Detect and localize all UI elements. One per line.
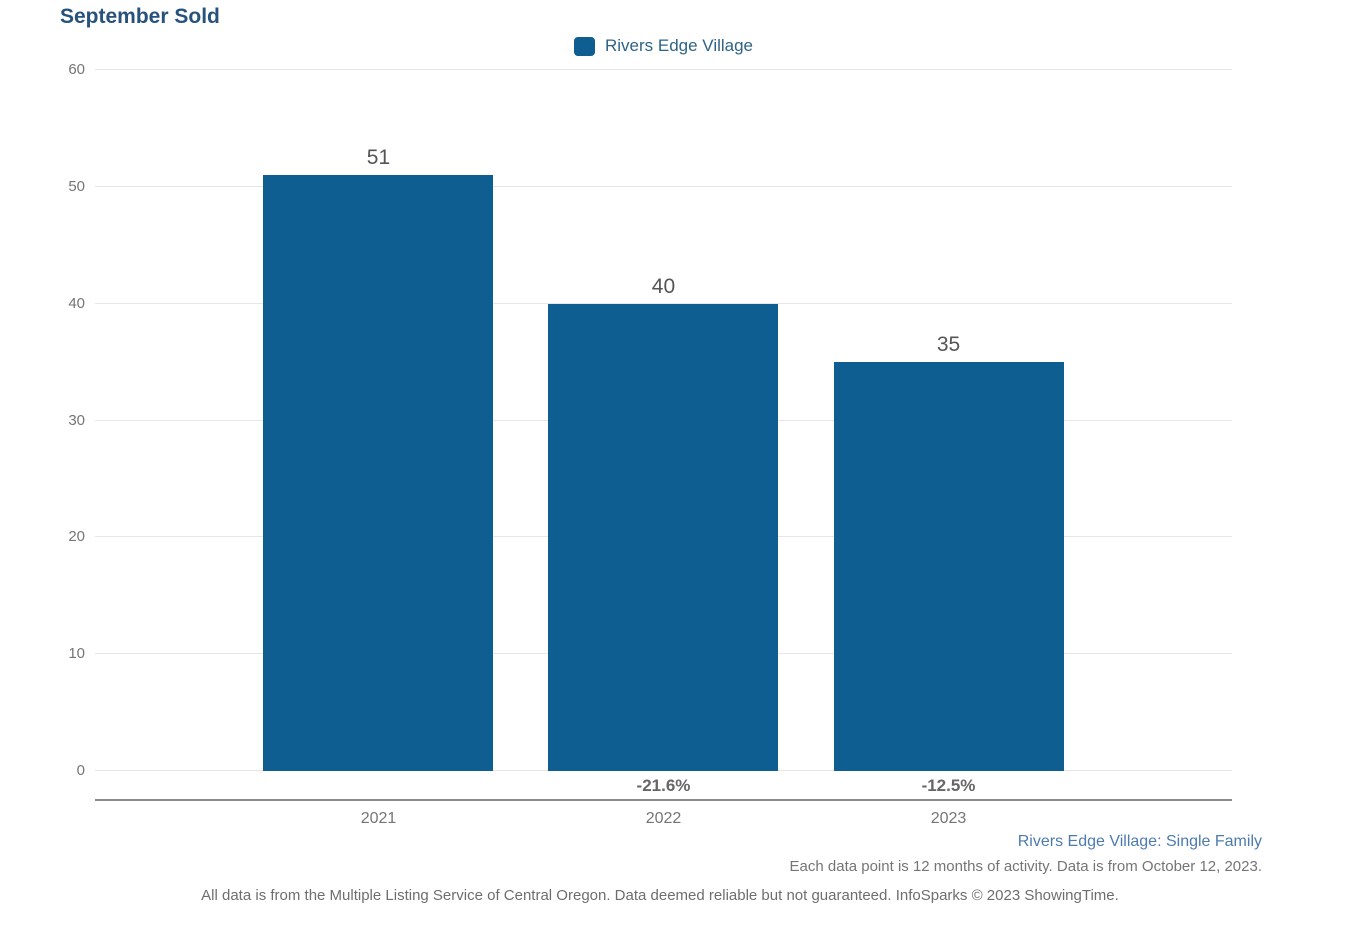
y-axis-tick-label: 30	[68, 411, 85, 429]
y-axis-tick-label: 60	[68, 61, 85, 78]
plot-area: 51 40 35	[95, 69, 1232, 771]
disclaimer: All data is from the Multiple Listing Se…	[201, 887, 1119, 904]
bar-value-label: 35	[936, 333, 961, 357]
x-axis-tick-label: 2022	[645, 810, 682, 827]
bar-value-label: 40	[651, 274, 676, 298]
y-axis: 0 10 20 30 40 50 60	[0, 62, 85, 778]
legend: Rivers Edge Village	[95, 36, 1232, 56]
y-axis-tick-label: 0	[76, 762, 85, 779]
x-axis: 2021 2022 2023	[95, 808, 1232, 830]
x-axis-tick-label: 2021	[360, 810, 397, 827]
gridline	[95, 302, 1232, 304]
legend-item-rivers-edge-village[interactable]: Rivers Edge Village	[573, 36, 754, 56]
pct-change-label: -21.6%	[636, 776, 691, 795]
chart-title: September Sold	[60, 5, 220, 28]
y-axis-tick-label: 10	[68, 645, 85, 663]
legend-square-swatch-icon	[573, 36, 595, 56]
y-axis-tick-label: 20	[68, 528, 85, 546]
gridline	[95, 69, 1232, 70]
pct-change-label: -12.5%	[921, 776, 976, 795]
gridline	[95, 185, 1232, 187]
y-axis-tick-label: 50	[68, 177, 85, 195]
legend-item-label: Rivers Edge Village	[604, 36, 754, 55]
y-axis-tick-label: 40	[68, 294, 85, 312]
x-axis-tick-label: 2023	[930, 810, 967, 827]
bar-value-label: 51	[366, 146, 391, 170]
bar-2022[interactable]	[548, 303, 779, 771]
pct-change-layer: -21.6% -12.5%	[95, 774, 1232, 798]
x-axis-line	[95, 799, 1232, 801]
series-note: Rivers Edge Village: Single Family	[1017, 833, 1262, 850]
bar-2021[interactable]	[263, 175, 494, 771]
activity-note: Each data point is 12 months of activity…	[789, 858, 1262, 875]
bar-2023[interactable]	[833, 362, 1064, 771]
